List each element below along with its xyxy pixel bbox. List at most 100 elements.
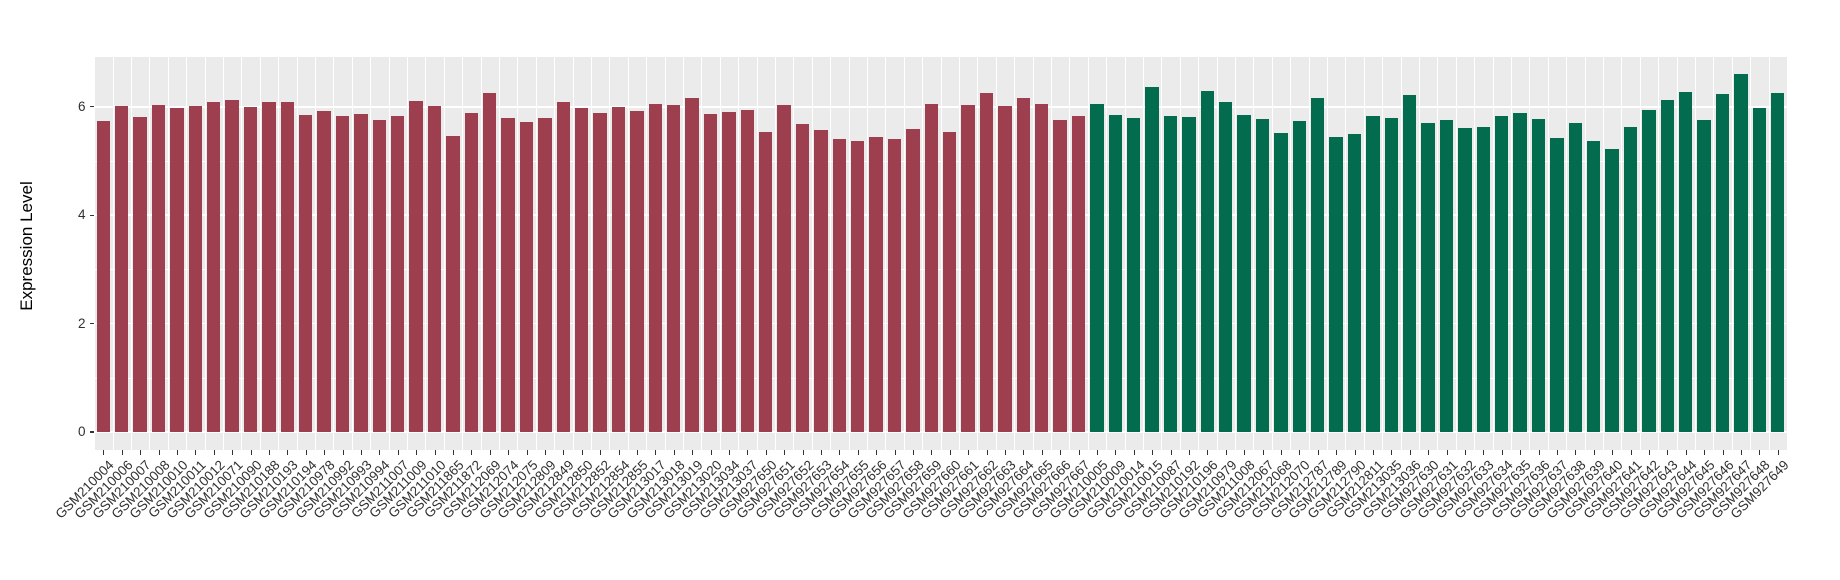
vertical-gridline [535,57,537,450]
y-axis-title: Expression Level [17,180,36,311]
y-axis-tick-label: 6 [77,98,86,114]
major-gridline [94,431,1788,433]
bar [1366,116,1380,432]
y-tick-mark [89,431,94,433]
x-tick-mark [728,450,731,455]
vertical-gridline [1658,57,1660,450]
bar [887,138,902,432]
vertical-gridline [1676,57,1678,450]
x-tick-mark [526,450,528,455]
vertical-gridline [1731,57,1733,450]
bar [1016,98,1031,432]
bar [758,131,773,432]
vertical-gridline [885,57,887,450]
x-tick-mark [471,450,473,455]
y-axis-tick-label: 4 [77,207,86,223]
bar [372,119,387,432]
y-tick-mark [89,214,94,216]
x-tick-mark [1520,450,1522,455]
vertical-gridline [1032,57,1034,450]
bar [685,98,699,432]
vertical-gridline [1069,57,1071,450]
bar [1108,114,1123,432]
minor-gridline [94,269,1788,271]
x-tick-mark [968,450,970,455]
vertical-gridline [259,57,261,450]
x-tick-mark [1575,450,1577,455]
x-tick-mark [1428,450,1430,455]
vertical-gridline [1308,57,1310,450]
vertical-gridline [314,57,316,450]
vertical-gridline [1087,57,1089,450]
x-tick-mark [213,450,215,455]
x-tick-mark [839,450,841,455]
vertical-gridline [370,57,372,450]
vertical-gridline [701,57,703,450]
bar [777,104,791,432]
vertical-gridline [609,57,611,450]
bar [850,140,865,432]
bar [464,112,479,432]
vertical-gridline [793,57,795,450]
bar [1421,122,1435,432]
x-tick-mark [379,450,381,455]
x-tick-mark [1299,450,1301,455]
x-tick-mark [305,450,307,455]
vertical-gridline [1455,57,1457,450]
x-tick-mark [912,450,915,455]
x-tick-mark [1133,450,1135,455]
vertical-gridline [1014,57,1016,450]
bar [1182,117,1196,432]
bar [961,105,975,432]
x-tick-mark [876,450,878,455]
bar [298,115,313,432]
bar [1145,87,1159,432]
x-tick-mark [784,450,786,455]
x-tick-mark [1593,450,1595,455]
bar [1274,133,1288,432]
vertical-gridline [682,57,684,450]
bar [1384,117,1399,432]
vertical-gridline [774,57,776,450]
vertical-gridline [480,57,482,450]
vertical-gridline [1768,57,1770,450]
bar [832,139,847,432]
x-tick-mark [1759,450,1761,455]
vertical-gridline [517,57,519,450]
bar [206,102,221,432]
vertical-gridline [1050,57,1052,450]
x-tick-mark [360,450,363,455]
bar [593,113,607,432]
x-tick-mark [949,450,951,455]
x-tick-mark [1188,450,1191,455]
bar [703,113,718,432]
major-gridline [94,106,1788,108]
bar [1071,116,1086,432]
vertical-gridline [1142,57,1144,450]
x-tick-mark [636,450,639,455]
vertical-gridline [186,57,188,450]
x-tick-mark [195,450,197,455]
vertical-gridline [241,57,243,450]
vertical-gridline [498,57,500,450]
vertical-gridline [443,57,445,450]
vertical-gridline [112,57,114,450]
x-tick-mark [1722,450,1724,455]
x-tick-mark [1023,450,1025,455]
vertical-gridline [848,57,850,450]
bar [280,101,295,432]
bar [906,129,920,432]
vertical-gridline [830,57,832,450]
x-tick-mark [1667,450,1669,455]
vertical-gridline [922,57,924,450]
bar [814,129,828,432]
x-tick-mark [489,450,491,455]
bar [1034,103,1049,432]
vertical-gridline [958,57,960,450]
major-gridline [94,322,1788,325]
x-tick-mark [986,450,988,455]
bar [1605,148,1619,432]
vertical-gridline [167,57,169,450]
bar [924,104,939,432]
vertical-gridline [738,57,740,450]
